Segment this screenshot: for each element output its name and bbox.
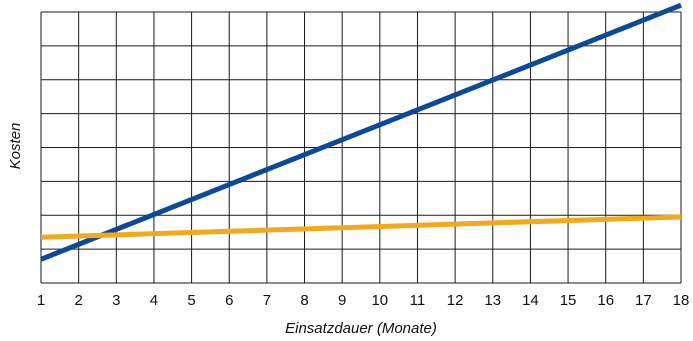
x-tick-label: 4 (150, 292, 158, 309)
x-tick-labels: 1 2 3 4 5 6 7 8 9 10 11 12 13 14 15 16 17 18 (37, 292, 690, 309)
x-tick-label: 9 (338, 292, 346, 309)
x-tick-label: 16 (597, 292, 614, 309)
series-layer (40, 2, 682, 262)
grid-layer (40, 11, 682, 284)
x-tick-label: 5 (187, 292, 195, 309)
x-tick-label: 13 (484, 292, 501, 309)
x-tick-label: 18 (673, 292, 690, 309)
x-tick-label: 6 (225, 292, 233, 309)
x-tick-label: 15 (560, 292, 577, 309)
series-line-2 (40, 214, 682, 240)
x-tick-label: 8 (300, 292, 308, 309)
x-tick-label: 14 (522, 292, 539, 309)
x-tick-label: 2 (74, 292, 82, 309)
x-tick-label: 12 (447, 292, 464, 309)
series-line-1 (40, 2, 682, 262)
x-tick-label: 17 (635, 292, 652, 309)
x-tick-label: 11 (410, 292, 426, 309)
x-tick-label: 1 (37, 292, 45, 309)
x-tick-label: 7 (263, 292, 271, 309)
y-axis-label: Kosten (7, 123, 24, 170)
x-tick-label: 3 (112, 292, 120, 309)
x-tick-label: 10 (371, 292, 388, 309)
x-axis-label: Einsatzdauer (Monate) (285, 320, 437, 337)
